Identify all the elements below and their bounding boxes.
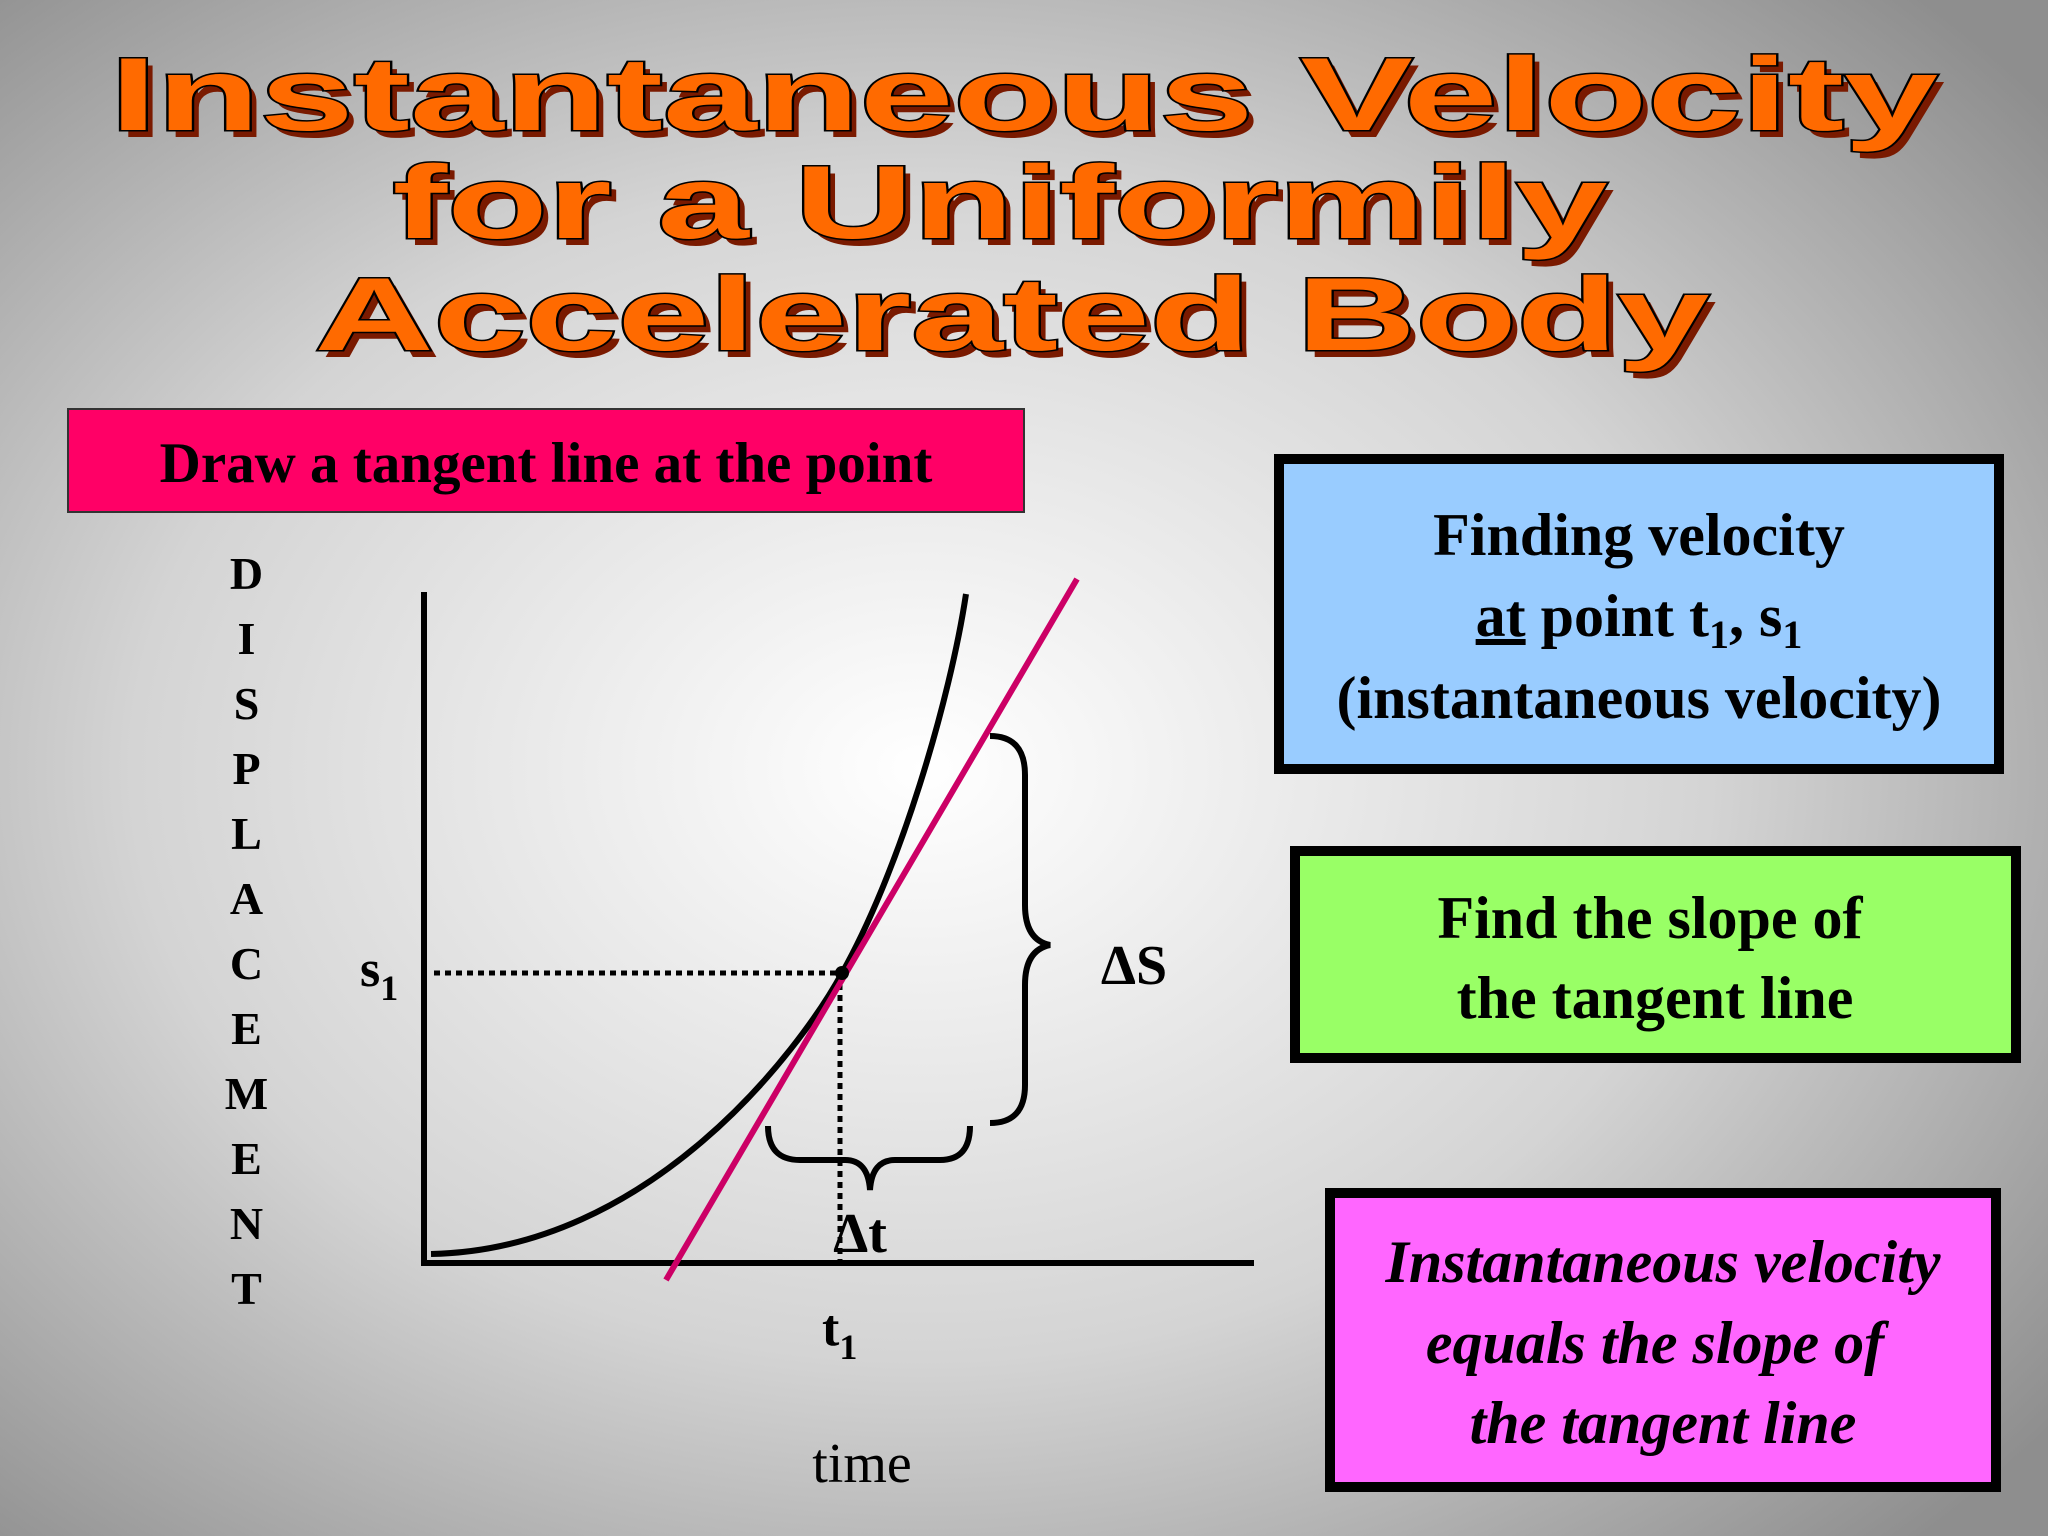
brace — [765, 1125, 973, 1191]
subscript: 1 — [1709, 612, 1729, 657]
info-box — [1325, 1188, 2001, 1492]
underlined-word: at — [1476, 583, 1526, 649]
t-label: t1 — [822, 1300, 857, 1367]
info-box — [1274, 454, 2004, 774]
text-part: point t — [1526, 583, 1709, 649]
delta-s: ΔS — [1101, 935, 1167, 997]
title-shadow: Accelerated Body — [322, 264, 1717, 380]
subscript: 1 — [1782, 612, 1802, 657]
t-base: t — [822, 1300, 840, 1357]
title-line: Accelerated Body — [315, 257, 1710, 373]
title-line: Instantaneous Velocity — [110, 37, 1938, 153]
s-sub: 1 — [380, 968, 398, 1008]
box-line: Find the slope of — [1437, 885, 1863, 951]
box-line: Instantaneous velocity — [1384, 1229, 1940, 1295]
info-box-text: Find the slope of the tangent line — [1437, 885, 1863, 1031]
graph: s1 t1 ΔS Δt time — [360, 577, 1254, 1495]
instruction-box — [67, 408, 1025, 513]
text-part: , s — [1729, 583, 1782, 649]
delta-t: Δt — [833, 1203, 887, 1265]
s-base: s — [360, 941, 380, 998]
title-shadow: Instantaneous Velocity — [117, 44, 1945, 160]
s-label: s1 — [360, 941, 398, 1008]
point — [835, 966, 849, 980]
y-axis-label: DISPLACEMENT — [221, 548, 272, 1328]
info-box-text: Instantaneous velocity equals the slope … — [1384, 1229, 1940, 1456]
t-sub: 1 — [839, 1327, 857, 1367]
x-axis-label: time — [812, 1433, 912, 1495]
tangent-line — [663, 577, 1080, 1282]
box-line: equals the slope of — [1426, 1310, 1889, 1376]
box-line: the tangent line — [1457, 965, 1854, 1031]
title-shadow: for a Uniformily — [400, 152, 1615, 268]
brace — [989, 733, 1051, 1126]
instruction-text: Draw a tangent line at the point — [160, 432, 933, 495]
info-box-text: Finding velocity at point t1, s1 (instan… — [1337, 502, 1942, 731]
box-line: Finding velocity — [1433, 502, 1845, 568]
box-line: (instantaneous velocity) — [1337, 665, 1942, 731]
title-line: for a Uniformily — [393, 145, 1608, 261]
info-box — [1290, 846, 2021, 1063]
box-line: the tangent line — [1470, 1390, 1857, 1456]
box-line: at point t1, s1 — [1476, 583, 1803, 657]
title: Instantaneous Velocity Instantaneous Vel… — [109, 36, 1946, 381]
